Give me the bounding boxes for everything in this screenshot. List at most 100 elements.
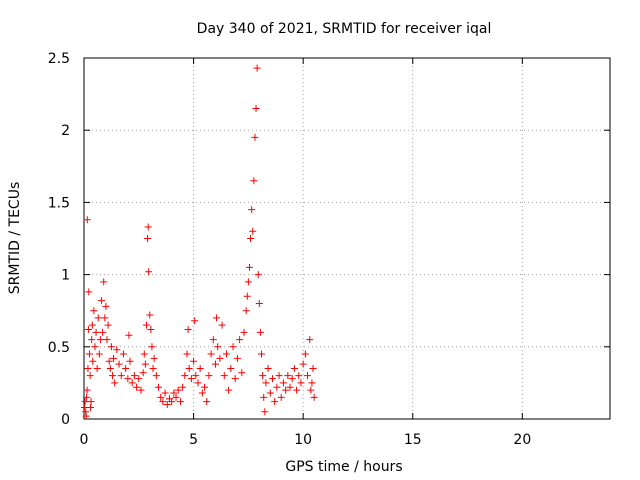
x-tick-label: 5 [189, 432, 198, 448]
data-point [102, 302, 110, 310]
data-point [85, 350, 93, 358]
data-point [142, 321, 150, 329]
data-point [95, 350, 103, 358]
data-point [106, 364, 114, 372]
data-point [148, 343, 156, 351]
data-point [108, 372, 116, 380]
data-point [144, 223, 152, 231]
data-point [161, 389, 169, 397]
x-axis-label: GPS time / hours [285, 459, 402, 475]
data-point [91, 343, 99, 351]
data-point [87, 398, 95, 406]
data-point [187, 375, 195, 383]
data-point [205, 372, 213, 380]
data-point [145, 268, 153, 276]
plot-frame [83, 57, 611, 420]
data-point [252, 105, 260, 113]
data-point [140, 350, 148, 358]
data-point [260, 393, 268, 401]
data-point [92, 328, 100, 336]
y-tick-label: 2.5 [48, 51, 70, 67]
data-point [124, 375, 132, 383]
data-point [250, 177, 258, 185]
data-point [147, 325, 155, 333]
data-point [255, 299, 263, 307]
data-point [196, 364, 204, 372]
data-point [159, 398, 167, 406]
data-point [88, 336, 96, 344]
data-point [168, 398, 176, 406]
data-point [80, 403, 88, 411]
data-point [150, 354, 158, 362]
data-point [84, 325, 92, 333]
data-point [194, 379, 202, 387]
data-point [212, 360, 219, 368]
data-point [104, 321, 112, 329]
y-tick-label: 0 [61, 412, 70, 428]
data-point [146, 311, 154, 319]
data-point [190, 357, 198, 365]
data-point [258, 350, 266, 358]
data-point [172, 393, 180, 401]
data-point [137, 386, 145, 394]
y-tick-label: 1.5 [48, 195, 70, 211]
data-point [85, 288, 93, 296]
data-point [191, 317, 199, 325]
data-point [174, 386, 182, 394]
data-point [304, 372, 312, 380]
data-point [139, 369, 147, 377]
data-point [282, 386, 290, 394]
data-point [128, 379, 136, 387]
data-point [244, 278, 252, 286]
data-point [192, 372, 200, 380]
y-tick-label: 1 [61, 268, 70, 284]
data-point [266, 389, 274, 397]
data-point [119, 350, 127, 358]
data-point [105, 357, 113, 365]
data-point [81, 398, 89, 406]
data-point [259, 372, 267, 380]
data-point [240, 328, 248, 336]
x-tick-label: 10 [294, 432, 312, 448]
data-point [251, 133, 259, 141]
data-point [310, 393, 318, 401]
data-point [220, 372, 228, 380]
data-point [218, 321, 226, 329]
data-point [284, 372, 292, 380]
data-point [293, 386, 301, 394]
data-point [277, 393, 285, 401]
data-point [94, 314, 102, 322]
data-point [253, 64, 261, 72]
data-point [163, 401, 171, 409]
data-point [275, 372, 283, 380]
data-point [155, 383, 163, 391]
y-tick-label: 2 [61, 123, 70, 139]
data-point [179, 383, 187, 391]
data-point [107, 343, 115, 351]
data-point [96, 336, 104, 344]
data-point [248, 206, 256, 214]
data-point [157, 393, 165, 401]
y-axis-label: SRMTID / TECUs [7, 182, 23, 295]
data-point [99, 328, 107, 336]
data-point [111, 379, 119, 387]
data-point [309, 364, 317, 372]
data-point [126, 357, 134, 365]
data-point [273, 383, 281, 391]
data-point [201, 383, 209, 391]
data-point [135, 375, 143, 383]
data-point [144, 235, 152, 242]
data-point [122, 364, 130, 372]
data-point [222, 350, 230, 358]
data-point [233, 354, 241, 362]
x-tick-label: 0 [80, 432, 89, 448]
data-point [149, 364, 157, 372]
x-tick-label: 15 [404, 432, 422, 448]
data-point [93, 364, 101, 372]
data-point [117, 372, 125, 380]
data-point [198, 389, 206, 397]
x-tick-label: 20 [513, 432, 531, 448]
data-point [101, 314, 109, 322]
data-point [203, 398, 211, 406]
